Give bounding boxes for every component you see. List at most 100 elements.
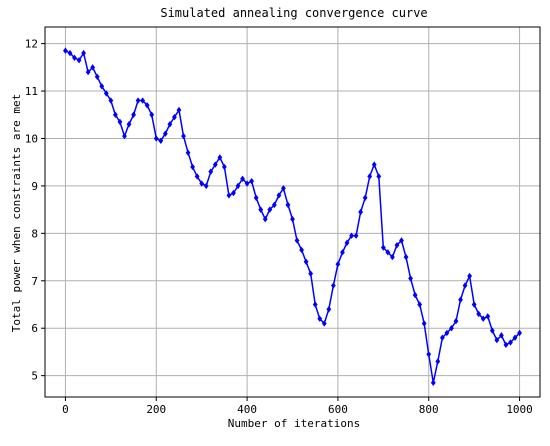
data-point bbox=[321, 320, 327, 327]
data-point bbox=[271, 201, 277, 209]
data-point bbox=[262, 215, 268, 223]
chart-title: Simulated annealing convergence curve bbox=[160, 6, 427, 20]
data-point bbox=[249, 177, 255, 185]
y-tick-label: 9 bbox=[31, 180, 38, 193]
data-point bbox=[226, 192, 232, 199]
data-point bbox=[480, 315, 486, 322]
data-point bbox=[199, 180, 205, 187]
data-point bbox=[421, 320, 427, 327]
data-point bbox=[326, 306, 332, 313]
data-point bbox=[408, 275, 413, 282]
data-point bbox=[417, 301, 423, 308]
data-point bbox=[403, 253, 409, 261]
data-point bbox=[149, 111, 155, 118]
data-point bbox=[281, 185, 286, 192]
data-point bbox=[290, 215, 295, 223]
data-point bbox=[285, 201, 291, 209]
y-tick-label: 12 bbox=[25, 38, 38, 51]
tick-layer: 0 200 400 600 800 1000 5 6 7 8 9 10 11 12 bbox=[25, 38, 533, 416]
data-point bbox=[449, 325, 454, 332]
data-point bbox=[276, 192, 282, 199]
data-point bbox=[426, 351, 432, 358]
data-point bbox=[303, 258, 309, 266]
data-point bbox=[349, 232, 354, 239]
data-point bbox=[126, 121, 132, 128]
data-point bbox=[503, 341, 509, 349]
data-point bbox=[498, 332, 504, 339]
data-point bbox=[212, 161, 218, 168]
data-layer bbox=[63, 47, 522, 386]
data-point bbox=[235, 182, 241, 190]
plot-frame bbox=[44, 26, 541, 398]
y-axis-title: Total power when constraints are met bbox=[10, 94, 23, 332]
y-tick-label: 8 bbox=[31, 227, 38, 240]
data-point bbox=[430, 379, 436, 386]
data-point bbox=[412, 291, 418, 299]
data-point bbox=[240, 175, 245, 182]
x-tick-label: 400 bbox=[237, 403, 257, 416]
data-point bbox=[308, 270, 314, 277]
data-point bbox=[494, 336, 500, 344]
data-point bbox=[194, 173, 200, 180]
data-point bbox=[335, 260, 341, 268]
data-point bbox=[385, 249, 391, 256]
data-point bbox=[258, 206, 264, 213]
data-point bbox=[190, 163, 195, 171]
data-point bbox=[467, 272, 473, 280]
data-point bbox=[117, 118, 123, 126]
data-point bbox=[294, 237, 300, 244]
data-point bbox=[471, 301, 477, 308]
data-point bbox=[185, 149, 191, 156]
data-point bbox=[317, 315, 323, 322]
data-point bbox=[399, 237, 404, 244]
y-tick-label: 11 bbox=[25, 85, 38, 98]
data-point bbox=[158, 137, 164, 145]
data-point bbox=[144, 102, 150, 109]
x-tick-label: 800 bbox=[419, 403, 439, 416]
data-point bbox=[103, 90, 109, 97]
data-point bbox=[312, 301, 318, 308]
data-point bbox=[76, 57, 82, 64]
data-point bbox=[371, 161, 377, 168]
data-point bbox=[512, 334, 518, 341]
data-point bbox=[217, 154, 223, 161]
data-point bbox=[508, 339, 513, 346]
data-point bbox=[94, 73, 100, 81]
data-point bbox=[476, 310, 482, 318]
y-tick-label: 10 bbox=[25, 132, 38, 145]
x-axis-title: Number of iterations bbox=[228, 417, 360, 430]
data-point bbox=[353, 232, 359, 239]
data-point bbox=[362, 194, 368, 201]
data-point bbox=[63, 47, 68, 54]
data-point bbox=[203, 182, 209, 190]
data-point bbox=[172, 113, 177, 121]
data-point bbox=[394, 242, 400, 249]
data-point bbox=[435, 358, 441, 365]
x-tick-label: 1000 bbox=[506, 403, 533, 416]
data-point bbox=[208, 168, 214, 175]
data-point bbox=[458, 296, 463, 303]
data-point bbox=[517, 329, 522, 337]
y-tick-label: 5 bbox=[31, 370, 38, 383]
data-point bbox=[453, 317, 459, 325]
data-point bbox=[181, 132, 186, 140]
data-point bbox=[140, 97, 146, 104]
data-point bbox=[67, 49, 73, 57]
data-point bbox=[231, 189, 236, 197]
data-point bbox=[90, 64, 96, 71]
data-point bbox=[162, 130, 168, 137]
data-point bbox=[485, 313, 491, 320]
data-point bbox=[221, 163, 227, 171]
data-point bbox=[267, 206, 273, 213]
data-point bbox=[131, 111, 136, 118]
data-point bbox=[489, 327, 495, 334]
data-point bbox=[81, 49, 87, 57]
data-point bbox=[176, 106, 182, 114]
data-point bbox=[85, 68, 91, 76]
data-point bbox=[253, 194, 259, 201]
y-tick-label: 7 bbox=[31, 275, 38, 288]
data-point bbox=[72, 54, 77, 62]
data-point bbox=[153, 135, 159, 142]
